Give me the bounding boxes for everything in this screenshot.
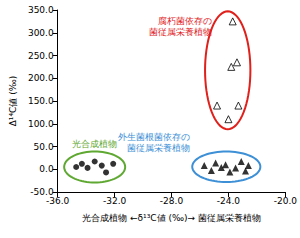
svg-text:-32.0: -32.0 <box>103 196 127 206</box>
svg-text:-50.0: -50.0 <box>30 187 54 197</box>
svg-text:300.0: 300.0 <box>28 28 54 38</box>
svg-text:100.0: 100.0 <box>28 119 54 129</box>
svg-text:菌従属栄養植物: 菌従属栄養植物 <box>127 143 190 153</box>
svg-text:150.0: 150.0 <box>28 96 54 106</box>
svg-text:-24.0: -24.0 <box>217 196 241 206</box>
svg-text:光合成植物 ←δ¹³C値 (‰)→ 菌従属栄養植物: 光合成植物 ←δ¹³C値 (‰)→ 菌従属栄養植物 <box>82 213 261 223</box>
svg-text:-36.0: -36.0 <box>46 196 70 206</box>
svg-text:0.0: 0.0 <box>39 164 54 174</box>
svg-text:-20.0: -20.0 <box>274 196 298 206</box>
svg-text:50.0: 50.0 <box>34 142 54 152</box>
svg-text:菌従属栄養植物: 菌従属栄養植物 <box>149 27 212 37</box>
svg-text:Δ¹⁴C値 (‰): Δ¹⁴C値 (‰) <box>8 76 18 127</box>
svg-text:外生菌根菌依存の: 外生菌根菌依存の <box>118 132 190 142</box>
svg-text:350.0: 350.0 <box>28 5 54 15</box>
svg-text:250.0: 250.0 <box>28 51 54 61</box>
svg-text:-28.0: -28.0 <box>160 196 184 206</box>
svg-text:光合成植物: 光合成植物 <box>72 139 117 149</box>
svg-text:腐朽菌依存の: 腐朽菌依存の <box>158 16 212 26</box>
svg-text:200.0: 200.0 <box>28 73 54 83</box>
